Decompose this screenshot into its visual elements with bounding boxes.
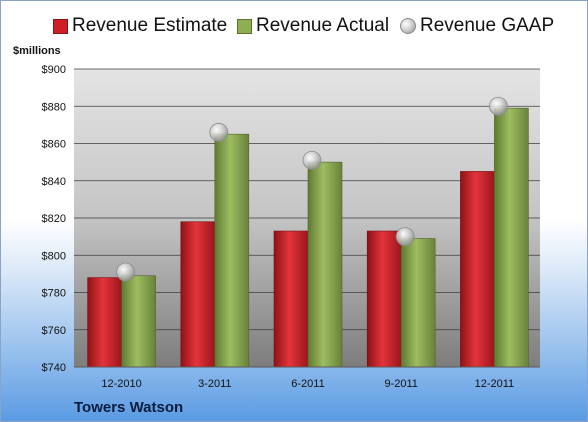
bar-revenue-estimate [87,277,122,368]
marker-revenue-gaap [488,96,508,116]
legend: Revenue Estimate Revenue Actual Revenue … [1,15,588,41]
marker-revenue-gaap [209,122,229,142]
legend-item-estimate: Revenue Estimate [53,15,227,37]
legend-label-actual: Revenue Actual [256,15,390,36]
bar-revenue-actual [494,107,529,368]
bar-revenue-estimate [460,171,495,368]
gaap-markers [116,96,508,282]
y-tick-label: $760 [42,325,66,337]
bar-revenue-actual [214,133,250,368]
legend-swatch-actual [237,18,252,34]
x-tick-label: 3-2011 [198,378,231,390]
company-name: Towers Watson [74,399,184,416]
y-tick-label: $880 [42,101,66,113]
x-tick-label: 6-2011 [291,378,324,390]
bar-revenue-estimate [273,230,309,368]
legend-item-actual: Revenue Actual [237,15,389,37]
bars [87,107,529,368]
y-tick-label: $780 [42,288,66,300]
bar-revenue-estimate [180,221,216,368]
y-tick-label: $800 [42,250,66,262]
y-axis-unit-label: $millions [13,45,61,57]
x-axis-ticks: 12-2010 3-2011 6-2011 9-2011 12-2011 [101,378,514,390]
legend-marker-gaap [400,18,416,34]
x-tick-label: 9-2011 [384,378,417,390]
marker-revenue-gaap [116,262,135,282]
y-axis-ticks: $740 $760 $780 $800 $820 $840 $860 $880 $900 [42,64,66,374]
bar-revenue-actual [400,238,436,368]
legend-label-gaap: Revenue GAAP [420,15,555,36]
marker-revenue-gaap [395,227,415,247]
x-tick-label: 12-2010 [101,378,141,390]
bar-revenue-actual [121,275,156,368]
legend-label-estimate: Revenue Estimate [72,15,228,36]
y-tick-label: $860 [42,139,66,151]
y-tick-label: $840 [42,176,66,188]
x-tick-label: 12-2011 [475,378,515,390]
y-tick-label: $740 [42,362,66,374]
legend-swatch-estimate [53,18,68,34]
marker-revenue-gaap [302,150,322,170]
y-tick-label: $900 [42,64,66,76]
legend-item-gaap: Revenue GAAP [400,15,554,37]
bar-revenue-estimate [366,230,402,368]
bar-revenue-actual [307,161,343,368]
y-tick-label: $820 [42,213,66,225]
